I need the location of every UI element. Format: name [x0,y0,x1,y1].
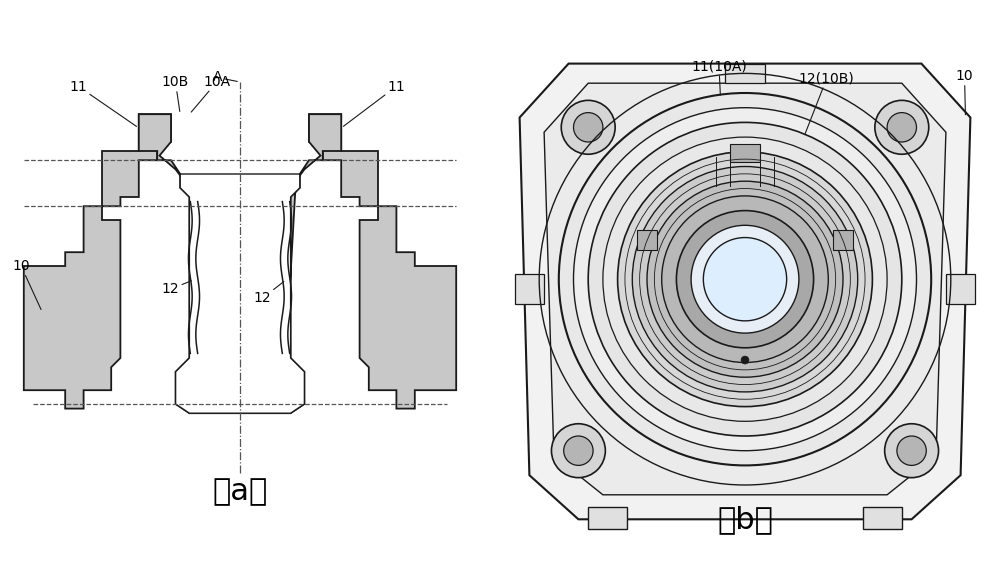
Circle shape [875,101,929,154]
Circle shape [885,424,939,477]
Text: 10: 10 [956,69,973,114]
Circle shape [741,356,749,364]
Text: 10B: 10B [162,75,189,112]
Text: （a）: （a） [212,477,268,506]
Polygon shape [730,144,760,162]
Text: A: A [212,71,237,84]
Circle shape [897,436,926,465]
Circle shape [676,210,814,348]
Circle shape [662,196,828,362]
Text: 11: 11 [343,80,405,127]
Polygon shape [863,507,902,529]
Circle shape [574,108,916,451]
Text: 11(10A): 11(10A) [691,59,747,95]
Polygon shape [833,230,853,250]
Polygon shape [24,114,171,409]
Circle shape [561,101,615,154]
Circle shape [574,113,603,142]
Polygon shape [139,160,341,418]
Text: 12(10B): 12(10B) [799,71,855,135]
Text: （b）: （b） [717,505,773,534]
Text: 12: 12 [254,281,284,305]
Circle shape [887,113,916,142]
Polygon shape [637,230,657,250]
Circle shape [588,123,902,436]
Polygon shape [176,174,304,413]
Circle shape [632,166,858,392]
Polygon shape [725,64,765,83]
Polygon shape [946,275,975,303]
Text: 11: 11 [70,80,137,127]
Polygon shape [515,275,544,303]
Text: 10: 10 [12,259,41,309]
Circle shape [564,436,593,465]
Circle shape [647,181,843,377]
Circle shape [551,424,605,477]
Text: 12: 12 [162,281,191,296]
Circle shape [559,93,931,465]
Circle shape [703,238,787,321]
Polygon shape [588,507,627,529]
Text: 10A: 10A [191,75,230,112]
Polygon shape [309,114,456,409]
Circle shape [691,225,799,333]
Circle shape [603,137,887,421]
Polygon shape [139,114,341,413]
Polygon shape [520,64,970,519]
Circle shape [618,152,872,406]
Polygon shape [544,83,946,495]
